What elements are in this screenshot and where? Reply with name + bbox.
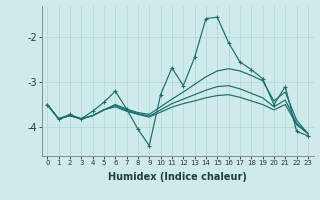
X-axis label: Humidex (Indice chaleur): Humidex (Indice chaleur) — [108, 172, 247, 182]
